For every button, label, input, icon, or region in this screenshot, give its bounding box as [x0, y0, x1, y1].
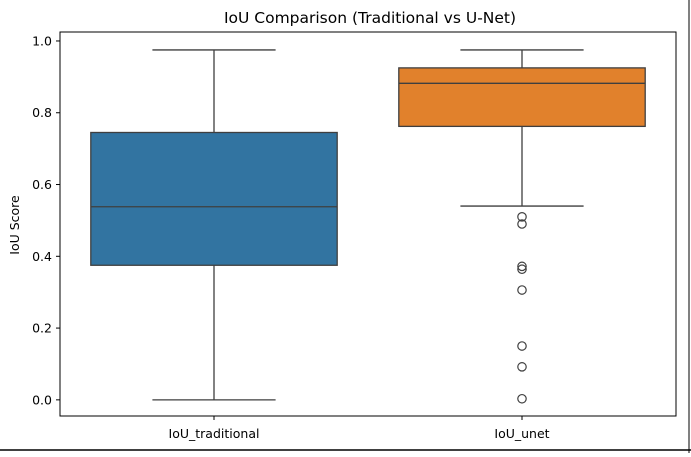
axes-frame [59, 31, 677, 417]
y-tick-label: 0.6 [32, 177, 52, 192]
outlier-point [517, 264, 527, 275]
outlier-point [517, 261, 527, 272]
y-tick-label: 0.4 [32, 249, 52, 264]
y-tick-label: 1.0 [32, 33, 52, 48]
y-tick-label: 0.0 [32, 392, 52, 407]
outlier-point [517, 212, 527, 222]
y-axis-label: IoU Score [7, 195, 22, 255]
x-tick-label: IoU_traditional [169, 426, 260, 441]
outlier-point [517, 341, 527, 351]
outlier-point [517, 285, 527, 295]
outlier-point [517, 362, 527, 372]
y-tick-label: 0.8 [32, 105, 52, 120]
x-tick-label: IoU_unet [494, 426, 549, 441]
outlier-point [517, 393, 527, 404]
chart-title: IoU Comparison (Traditional vs U-Net) [224, 9, 516, 27]
plot-area: 0.0 0.2 0.4 0.6 0.8 1.0 IoU_traditional IoU_une… [32, 31, 677, 441]
box-IoU_traditional [90, 131, 338, 266]
outlier-point [517, 219, 527, 229]
y-tick-label: 0.2 [32, 321, 52, 336]
box-IoU_unet [398, 67, 646, 128]
